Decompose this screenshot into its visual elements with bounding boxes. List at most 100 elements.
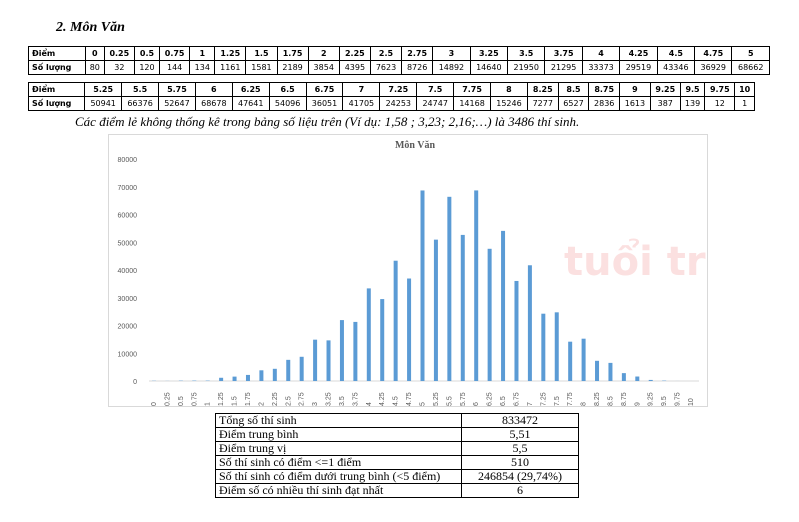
bar <box>514 280 519 381</box>
count-cell: 144 <box>158 60 191 75</box>
chart-title: Môn Văn <box>395 140 436 151</box>
score-cell: 0.75 <box>158 46 191 61</box>
count-cell: 120 <box>134 60 160 75</box>
score-cell: 3 <box>432 46 471 61</box>
score-cell: 8.5 <box>557 82 590 97</box>
summary-label: Điểm số có nhiều thí sinh đạt nhất <box>215 483 462 498</box>
count-cell: 6527 <box>557 96 590 111</box>
score-cell: 3.75 <box>544 46 583 61</box>
score-cell: 3.5 <box>507 46 546 61</box>
summary-label: Điểm trung bình <box>215 427 462 442</box>
summary-label: Số thí sinh có điểm dưới trung bình (<5 … <box>215 469 462 484</box>
count-cell: 1161 <box>214 60 247 75</box>
bar <box>232 376 237 381</box>
score-cell: 10 <box>734 82 755 97</box>
score-cell: 2.25 <box>338 46 371 61</box>
x-tick-label: 3.75 <box>352 392 359 406</box>
count-cell: 134 <box>189 60 216 75</box>
section-heading: 2. Môn Văn <box>56 20 125 35</box>
score-cell: 3.25 <box>469 46 509 61</box>
x-tick-label: 8.25 <box>594 392 601 406</box>
count-cell: 33373 <box>581 60 621 75</box>
x-tick-label: 3.5 <box>339 396 346 406</box>
count-cell: 14892 <box>432 60 471 75</box>
x-tick-label: 4.25 <box>379 392 386 406</box>
count-cell: 80 <box>85 60 105 75</box>
count-cell: 2836 <box>588 96 621 111</box>
score-cell: 6.75 <box>305 82 344 97</box>
bar <box>420 190 425 381</box>
bar <box>554 312 559 381</box>
score-cell: 1.25 <box>214 46 247 61</box>
summary-label: Tổng số thí sinh <box>215 413 462 428</box>
y-tick-label: 50000 <box>118 240 138 247</box>
score-cell: 7.25 <box>379 82 418 97</box>
score-cell: 4.75 <box>694 46 733 61</box>
summary-value: 5,5 <box>461 441 579 456</box>
x-tick-label: 5 <box>420 402 427 406</box>
count-cell: 66376 <box>121 96 159 111</box>
x-tick-label: 9.5 <box>661 396 668 406</box>
count-cell: 14168 <box>453 96 492 111</box>
score-cell: 2.5 <box>369 46 403 61</box>
x-tick-label: 0.5 <box>178 396 185 406</box>
note-text: Các điểm lẻ không thống kê trong bảng số… <box>75 114 580 129</box>
x-tick-label: 1.25 <box>218 392 225 406</box>
count-cell: 68662 <box>731 60 770 75</box>
score-cell: 7.75 <box>453 82 492 97</box>
bar <box>313 339 318 381</box>
score-cell: 1 <box>189 46 216 61</box>
score-cell: 0 <box>85 46 105 61</box>
score-cell: 2.75 <box>401 46 434 61</box>
count-cell: 36051 <box>305 96 344 111</box>
bar <box>339 320 344 381</box>
score-cell: 9.75 <box>704 82 736 97</box>
score-cell: 2 <box>307 46 340 61</box>
x-tick-label: 6 <box>473 402 480 406</box>
x-tick-label: 10 <box>688 398 695 406</box>
bar <box>568 341 573 381</box>
count-cell: 29519 <box>619 60 658 75</box>
count-cell: 68678 <box>194 96 233 111</box>
score-cell: 8 <box>490 82 528 97</box>
x-tick-label: 0 <box>151 402 158 406</box>
count-cell: 8726 <box>401 60 434 75</box>
score-cell: 7 <box>342 82 381 97</box>
count-cell: 1581 <box>245 60 278 75</box>
x-tick-label: 3.25 <box>326 392 333 406</box>
count-cell: 41705 <box>342 96 381 111</box>
count-cell: 47641 <box>231 96 270 111</box>
bar <box>380 299 385 381</box>
y-tick-label: 70000 <box>118 185 138 192</box>
summary-value: 510 <box>461 455 579 470</box>
bar <box>541 313 546 381</box>
summary-table: Tổng số thí sinh 833472 Điểm trung bình 5,5… <box>215 413 579 498</box>
summary-value: 5,51 <box>461 427 579 442</box>
count-cell: 24747 <box>416 96 455 111</box>
x-tick-label: 8.75 <box>621 392 628 406</box>
bar <box>407 278 412 381</box>
y-tick-label: 0 <box>133 379 137 386</box>
bar <box>487 248 492 381</box>
summary-row: Số thí sinh có điểm <=1 điểm 510 <box>215 455 579 470</box>
score-cell: 6.25 <box>231 82 270 97</box>
bar <box>447 196 452 381</box>
bar <box>286 359 291 381</box>
x-tick-label: 7 <box>527 402 534 406</box>
x-tick-label: 4 <box>366 402 373 406</box>
y-tick-label: 80000 <box>118 157 138 164</box>
bar <box>635 376 640 381</box>
x-tick-label: 5.75 <box>460 392 467 406</box>
count-cell: 32 <box>103 60 136 75</box>
score-cell: 9 <box>619 82 651 97</box>
x-tick-label: 6.5 <box>500 396 507 406</box>
score-cell: 5.25 <box>84 82 123 97</box>
y-tick-label: 20000 <box>118 324 138 331</box>
score-cell: 9.25 <box>649 82 681 97</box>
count-cell: 4395 <box>338 60 371 75</box>
bar <box>326 340 331 381</box>
x-tick-label: 6.75 <box>513 392 520 406</box>
score-cell: 4.25 <box>619 46 658 61</box>
count-cell: 15246 <box>490 96 528 111</box>
x-tick-label: 2.25 <box>272 392 279 406</box>
